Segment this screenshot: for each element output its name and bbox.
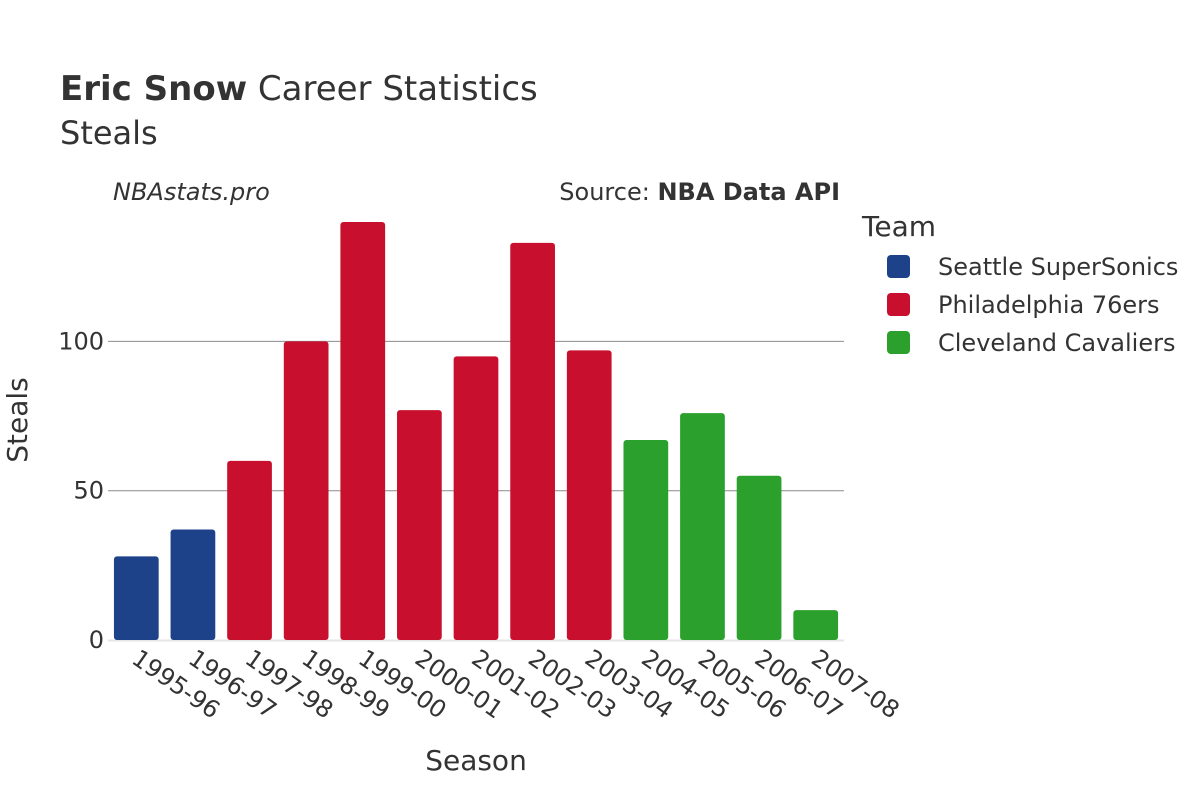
bar-1998-99-philadelphia-76ers: [283, 341, 329, 640]
bar-2002-03-philadelphia-76ers: [510, 242, 555, 640]
bar-2004-05-cleveland-cavaliers: [623, 439, 669, 640]
bar-1997-98-philadelphia-76ers: [227, 460, 272, 640]
watermark: NBAstats.pro: [113, 178, 270, 206]
y-tick-label-0: 0: [89, 626, 104, 654]
bar-2006-07-cleveland-cavaliers: [736, 475, 782, 640]
legend-label-seattle-supersonics: Seattle SuperSonics: [938, 253, 1178, 281]
bar-2001-02-philadelphia-76ers: [453, 356, 499, 640]
chart-title-bold: Eric Snow: [60, 69, 247, 109]
source-name: NBA Data API: [657, 178, 840, 206]
legend-swatch-philadelphia-76ers: [887, 293, 910, 316]
legend: Team Seattle SuperSonics Philadelphia 76e…: [861, 210, 1178, 357]
chart-subtitle: Steals: [60, 114, 158, 152]
bar-2003-04-philadelphia-76ers: [566, 350, 612, 640]
legend-title: Team: [861, 210, 936, 243]
source-prefix: Source:: [559, 178, 657, 206]
y-axis-title: Steals: [1, 377, 34, 463]
bar-1999-00-philadelphia-76ers: [340, 222, 386, 640]
bar-1996-97-seattle-supersonics: [170, 529, 216, 640]
y-tick-label-50: 50: [73, 477, 104, 505]
legend-label-philadelphia-76ers: Philadelphia 76ers: [938, 291, 1160, 319]
bar-layer: [113, 222, 839, 640]
x-axis-title: Season: [425, 744, 527, 777]
source-credit: Source: NBA Data API: [559, 178, 840, 206]
legend-swatch-cleveland-cavaliers: [887, 331, 910, 354]
legend-label-cleveland-cavaliers: Cleveland Cavaliers: [938, 329, 1175, 357]
y-tick-label-100: 100: [58, 327, 104, 355]
bar-2007-08-cleveland-cavaliers: [793, 610, 839, 640]
bar-2005-06-cleveland-cavaliers: [680, 413, 725, 640]
chart-title: Eric Snow Career Statistics: [60, 69, 538, 109]
legend-swatch-seattle-supersonics: [887, 255, 910, 278]
bar-1995-96-seattle-supersonics: [113, 556, 159, 640]
chart-title-rest: Career Statistics: [247, 69, 538, 109]
bar-2000-01-philadelphia-76ers: [397, 410, 442, 640]
